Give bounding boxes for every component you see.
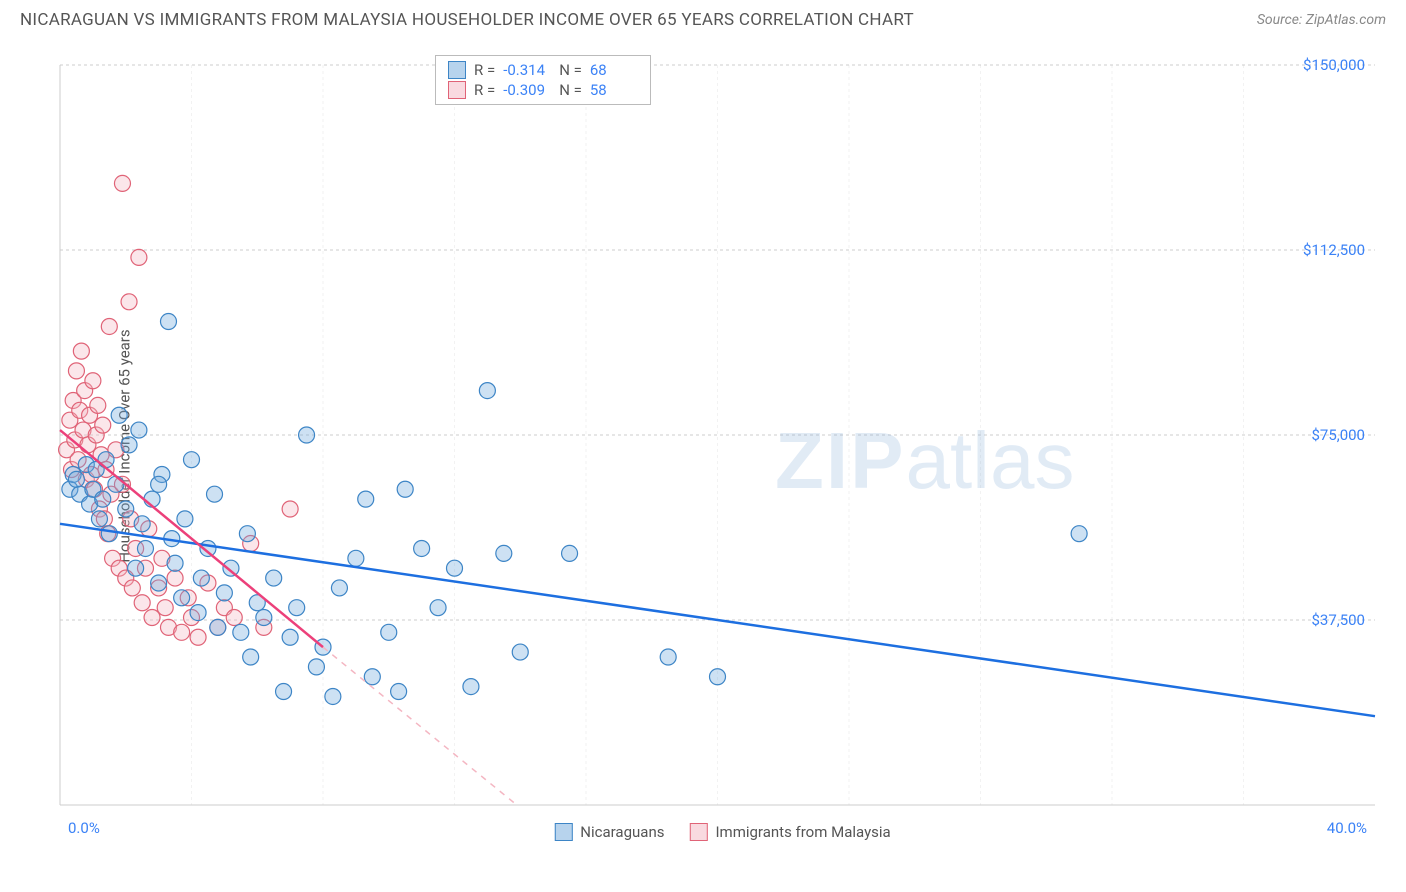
- svg-text:$112,500: $112,500: [1303, 241, 1365, 259]
- r-value-1: -0.314: [503, 61, 551, 79]
- swatch-blue-icon: [448, 61, 466, 79]
- stats-row-series1: R = -0.314 N = 68: [448, 60, 638, 80]
- stats-legend-box: R = -0.314 N = 68 R = -0.309 N = 58: [435, 55, 651, 105]
- scatter-plot: $37,500 $75,000 $112,500 $150,000 0.0% 40.0%: [55, 55, 1390, 845]
- source-label: Source: ZipAtlas.com: [1257, 12, 1386, 28]
- legend-label-2: Immigrants from Malaysia: [715, 823, 890, 841]
- legend-swatch-blue-icon: [554, 823, 572, 841]
- svg-text:$75,000: $75,000: [1311, 426, 1365, 444]
- bottom-legend: Nicaraguans Immigrants from Malaysia: [554, 823, 890, 841]
- legend-item-1: Nicaraguans: [554, 823, 664, 841]
- svg-text:$150,000: $150,000: [1303, 56, 1365, 74]
- svg-text:40.0%: 40.0%: [1327, 819, 1367, 837]
- n-value-1: 68: [590, 61, 638, 79]
- svg-text:$37,500: $37,500: [1311, 611, 1365, 629]
- r-label: R =: [474, 61, 495, 79]
- svg-text:0.0%: 0.0%: [68, 819, 100, 837]
- n-value-2: 58: [590, 81, 638, 99]
- legend-swatch-pink-icon: [689, 823, 707, 841]
- legend-label-1: Nicaraguans: [580, 823, 664, 841]
- title-bar: NICARAGUAN VS IMMIGRANTS FROM MALAYSIA H…: [0, 0, 1406, 38]
- stats-row-series2: R = -0.309 N = 58: [448, 80, 638, 100]
- chart-area: $37,500$75,000$112,500$150,0000.0%40.0% …: [55, 55, 1390, 845]
- n-label-2: N =: [559, 81, 582, 99]
- legend-item-2: Immigrants from Malaysia: [689, 823, 890, 841]
- swatch-pink-icon: [448, 81, 466, 99]
- r-value-2: -0.309: [503, 81, 551, 99]
- n-label: N =: [559, 61, 582, 79]
- r-label-2: R =: [474, 81, 495, 99]
- chart-title: NICARAGUAN VS IMMIGRANTS FROM MALAYSIA H…: [20, 10, 914, 30]
